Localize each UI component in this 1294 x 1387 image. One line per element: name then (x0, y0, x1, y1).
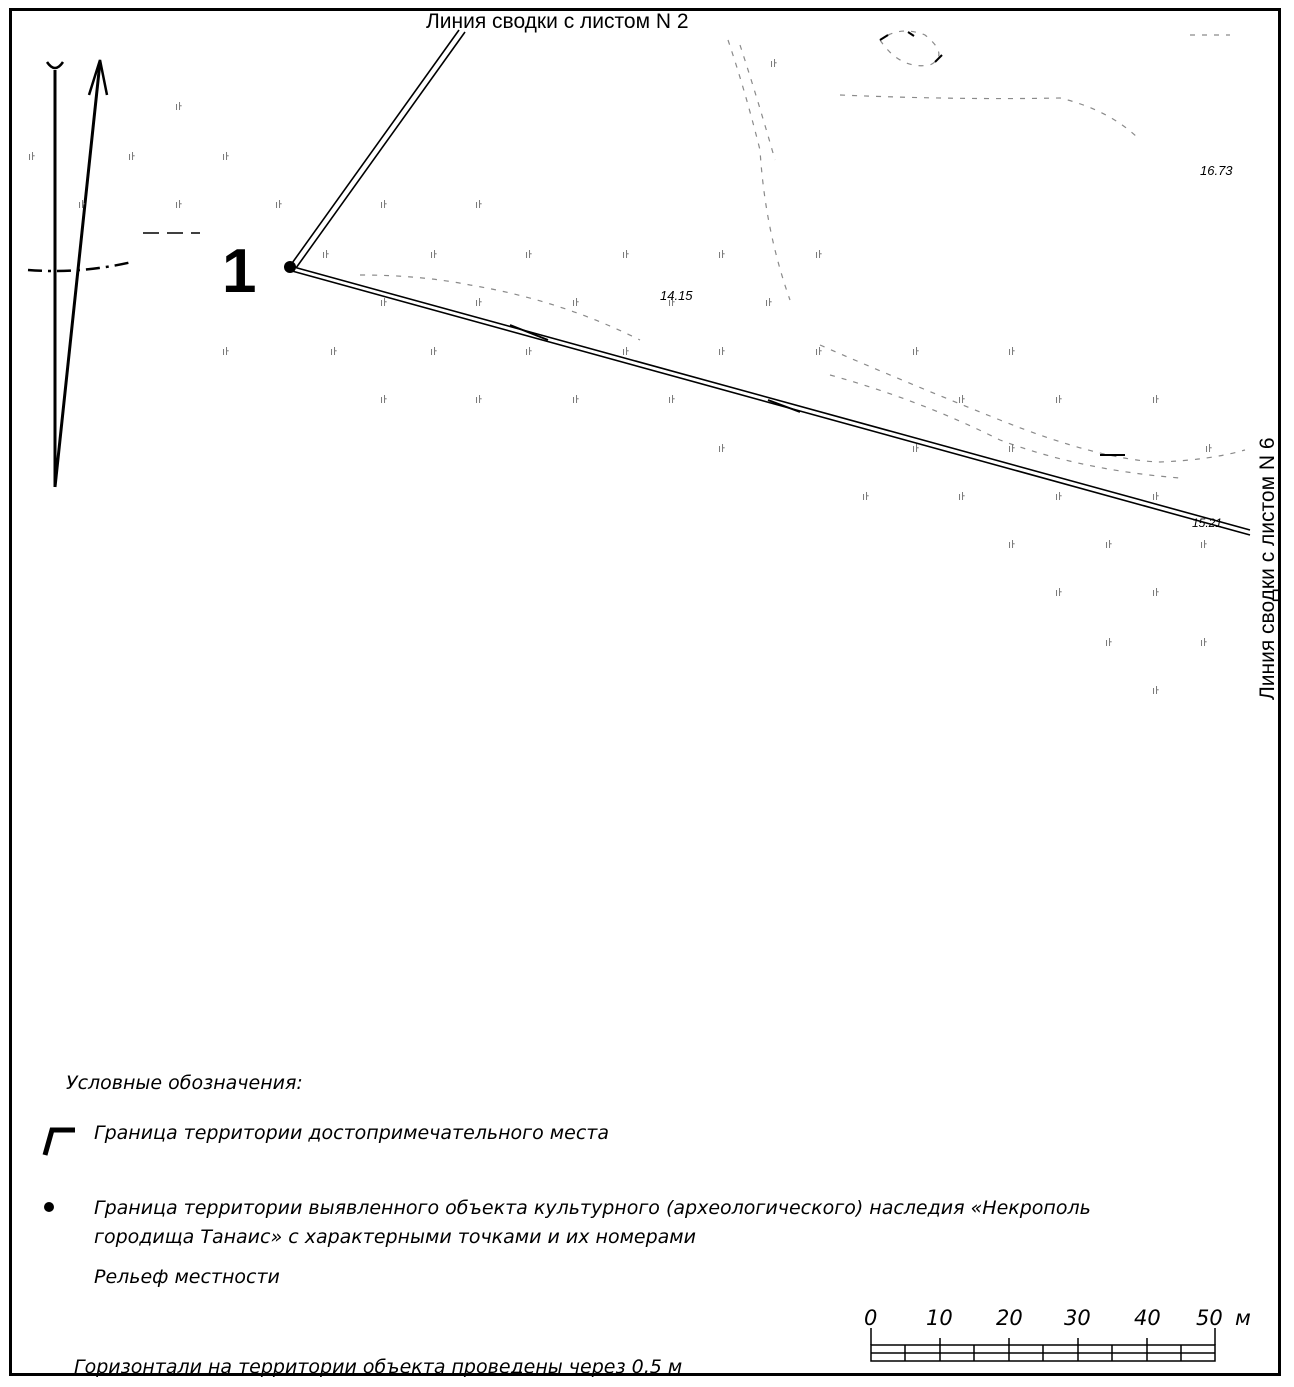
svg-text:ıŀ: ıŀ (222, 150, 229, 163)
svg-text:ıŀ: ıŀ (380, 198, 387, 211)
svg-text:ıŀ: ıŀ (1055, 586, 1062, 599)
relief-contours (359, 30, 1246, 479)
svg-text:ıŀ: ıŀ (28, 150, 35, 163)
svg-text:ıŀ: ıŀ (815, 345, 822, 358)
scale-label: 30 (1064, 1306, 1091, 1330)
svg-text:ıŀ: ıŀ (78, 198, 85, 211)
svg-text:ıŀ: ıŀ (475, 296, 482, 309)
svg-text:ıŀ: ıŀ (1008, 538, 1015, 551)
svg-text:ıŀ: ıŀ (525, 248, 532, 261)
svg-text:ıŀ: ıŀ (1105, 636, 1112, 649)
svg-text:ıŀ: ıŀ (770, 57, 777, 70)
svg-text:ıŀ: ıŀ (175, 198, 182, 211)
point-marker-legend-icon (44, 1202, 54, 1212)
scale-label: 50 (1196, 1306, 1223, 1330)
svg-text:ıŀ: ıŀ (275, 198, 282, 211)
legend-item-relief: Рельеф местности (94, 1266, 280, 1288)
scale-bar (870, 1328, 1216, 1362)
scale-label: 0 (864, 1306, 877, 1330)
svg-text:ıŀ: ıŀ (330, 345, 337, 358)
legend-item-object-line2: городища Танаис» с характерными точками … (94, 1226, 696, 1248)
point-marker-icon (284, 261, 296, 273)
svg-text:ıŀ: ıŀ (1152, 393, 1159, 406)
elevation-label: 16.73 (1200, 163, 1233, 178)
legend-item-boundary: Граница территории достопримечательного … (94, 1122, 609, 1144)
svg-text:ıŀ: ıŀ (1152, 586, 1159, 599)
svg-text:ıŀ: ıŀ (718, 345, 725, 358)
svg-text:ıŀ: ıŀ (525, 345, 532, 358)
svg-text:ıŀ: ıŀ (862, 490, 869, 503)
svg-text:ıŀ: ıŀ (430, 345, 437, 358)
svg-text:ıŀ: ıŀ (1200, 636, 1207, 649)
svg-text:ıŀ: ıŀ (912, 442, 919, 455)
svg-text:ıŀ: ıŀ (958, 393, 965, 406)
svg-text:ıŀ: ıŀ (622, 248, 629, 261)
svg-text:ıŀ: ıŀ (1152, 490, 1159, 503)
svg-text:ıŀ: ıŀ (380, 296, 387, 309)
scale-label: 10 (926, 1306, 953, 1330)
svg-text:ıŀ: ıŀ (1008, 442, 1015, 455)
point-number-label: 1 (222, 237, 256, 306)
legend-title: Условные обозначения: (66, 1072, 303, 1094)
svg-text:ıŀ: ıŀ (1105, 538, 1112, 551)
svg-text:ıŀ: ıŀ (622, 345, 629, 358)
svg-text:ıŀ: ıŀ (322, 248, 329, 261)
boundary-corner-icon (42, 1127, 75, 1156)
join-line-right-label: Линия сводки с листом N 6 (1256, 437, 1279, 700)
svg-text:ıŀ: ıŀ (175, 100, 182, 113)
svg-text:ıŀ: ıŀ (1055, 490, 1062, 503)
svg-text:ıŀ: ıŀ (668, 296, 675, 309)
scale-label: 20 (996, 1306, 1023, 1330)
svg-text:ıŀ: ıŀ (1008, 345, 1015, 358)
svg-text:ıŀ: ıŀ (1152, 684, 1159, 697)
territory-boundary (289, 29, 1251, 536)
svg-text:ıŀ: ıŀ (765, 296, 772, 309)
svg-text:ıŀ: ıŀ (572, 296, 579, 309)
scale-label: 40 (1134, 1306, 1161, 1330)
svg-text:ıŀ: ıŀ (222, 345, 229, 358)
svg-text:ıŀ: ıŀ (958, 490, 965, 503)
svg-text:ıŀ: ıŀ (475, 393, 482, 406)
contour-interval-note: Горизонтали на территории объекта провед… (74, 1356, 683, 1378)
svg-text:ıŀ: ıŀ (912, 345, 919, 358)
elevation-label: 14.15 (660, 288, 693, 303)
svg-text:ıŀ: ıŀ (1055, 393, 1062, 406)
north-arrow-icon (27, 59, 133, 488)
map-sheet (9, 8, 1281, 1376)
svg-text:ıŀ: ıŀ (815, 248, 822, 261)
scale-unit: м (1235, 1306, 1251, 1330)
svg-text:ıŀ: ıŀ (668, 393, 675, 406)
svg-text:ıŀ: ıŀ (380, 393, 387, 406)
grass-symbols: ıŀ ıŀ ıŀ ıŀ ıŀ ıŀ ıŀ ıŀ ıŀ ıŀ ıŀ ıŀ ıŀ ıŀ ıŀ ıŀ ıŀ ı… (28, 57, 1212, 697)
elevation-label: 15.21 (1192, 516, 1222, 530)
svg-text:ıŀ: ıŀ (572, 393, 579, 406)
join-line-top-label: Линия сводки с листом N 2 (426, 10, 689, 33)
svg-text:ıŀ: ıŀ (718, 248, 725, 261)
svg-text:ıŀ: ıŀ (430, 248, 437, 261)
svg-text:ıŀ: ıŀ (475, 198, 482, 211)
svg-text:ıŀ: ıŀ (718, 442, 725, 455)
svg-text:ıŀ: ıŀ (1200, 538, 1207, 551)
bold-contour-ticks (509, 31, 1125, 456)
svg-text:ıŀ: ıŀ (128, 150, 135, 163)
legend-item-object-line1: Граница территории выявленного объекта к… (94, 1197, 1091, 1219)
svg-text:ıŀ: ıŀ (1205, 442, 1212, 455)
